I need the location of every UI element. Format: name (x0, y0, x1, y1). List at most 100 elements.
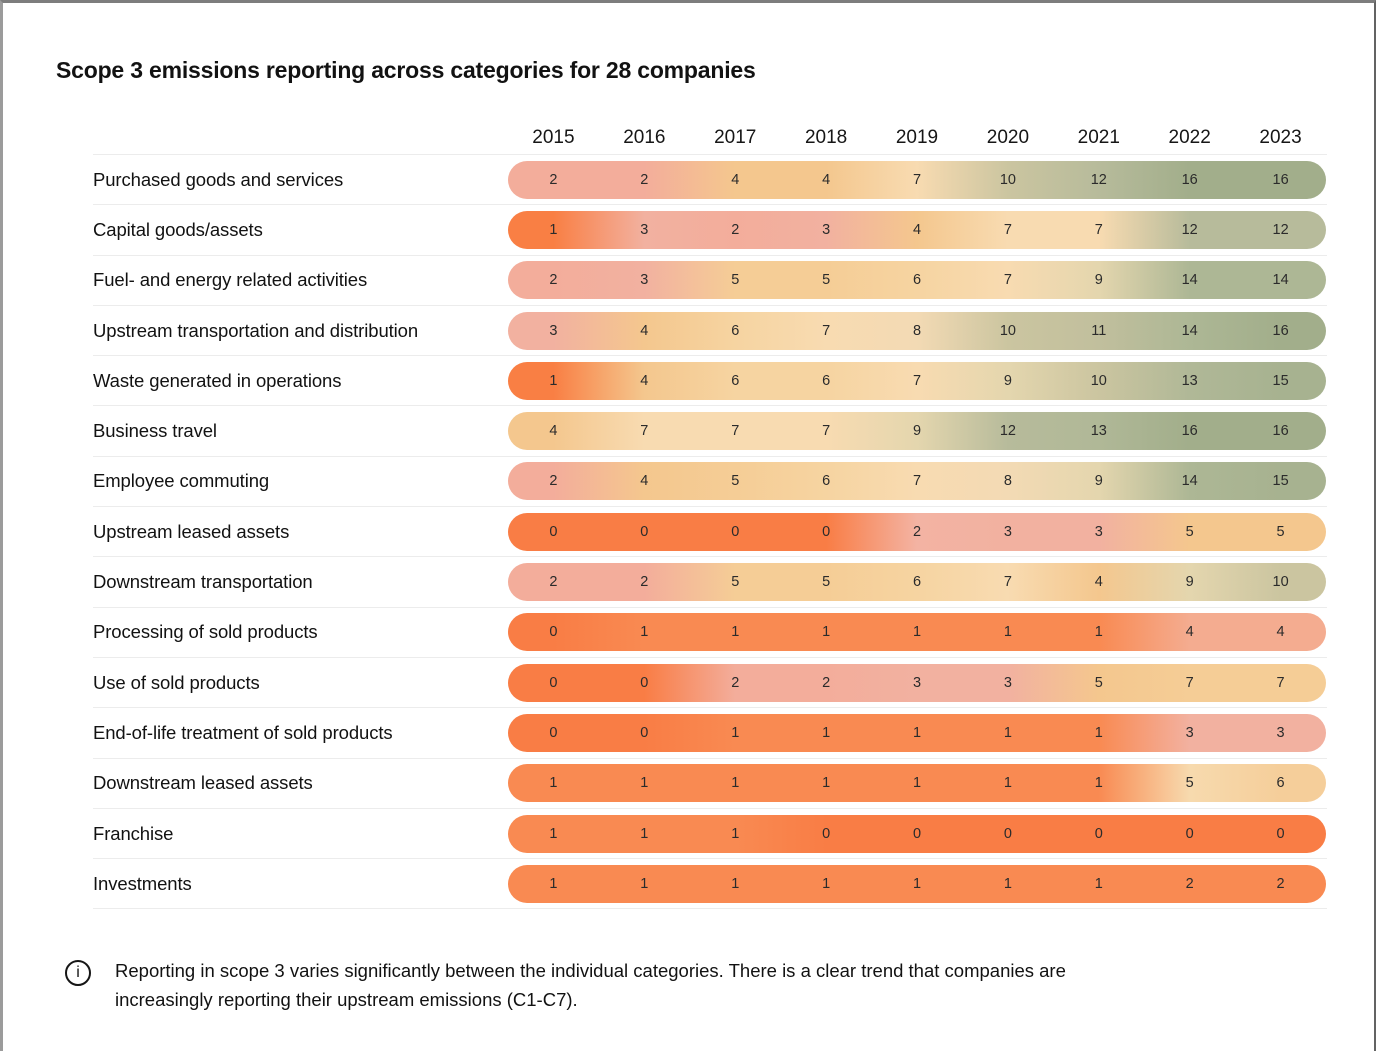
table-row: Business travel 4 7 7 7 9 12 13 16 16 (93, 405, 1327, 455)
page-title: Scope 3 emissions reporting across categ… (56, 57, 756, 83)
cell-value: 0 (640, 523, 649, 540)
cell-value: 7 (1003, 574, 1012, 591)
cell-value: 7 (1276, 674, 1285, 691)
year-label: 2022 (1168, 126, 1211, 148)
table-row: Purchased goods and services 2 2 4 4 7 10 12 16 1… (93, 154, 1327, 204)
table-row: Waste generated in operations 1 4 6 6 7 9 10 13 1… (93, 355, 1327, 405)
cell-value: 16 (1181, 423, 1198, 440)
cell-value: 4 (1094, 574, 1103, 591)
table-row: Downstream leased assets 1 1 1 1 1 1 1 5 6 (93, 757, 1327, 808)
cell-value: 1 (549, 825, 558, 842)
cell-value: 3 (640, 221, 649, 238)
cell-value: 2 (731, 674, 740, 691)
cell-value: 4 (822, 171, 831, 188)
year-label: 2019 (895, 126, 939, 148)
heatmap-pill: 2 2 4 4 7 10 12 16 16 (508, 160, 1326, 199)
table-row: Processing of sold products 0 1 1 1 1 1 1 4 4 (93, 606, 1327, 657)
cell-value: 6 (822, 473, 831, 490)
cell-value: 1 (640, 775, 649, 792)
heatmap-rows: Purchased goods and services 2 2 4 4 7 10 12 16 1… (93, 154, 1327, 910)
cell-value: 10 (1090, 372, 1107, 389)
cell-value: 0 (549, 624, 558, 641)
cell-value: 16 (1272, 171, 1289, 188)
cell-value: 1 (1094, 724, 1103, 741)
cell-value: 0 (1185, 825, 1194, 842)
heatmap-pill: 4 7 7 7 9 12 13 16 16 (508, 412, 1326, 451)
cell-value: 9 (1003, 372, 1012, 389)
heatmap-pill: 3 4 6 7 8 10 11 14 16 (508, 311, 1326, 350)
table-row: Downstream transportation 2 2 5 5 6 7 4 9 10 (93, 556, 1327, 606)
cell-value: 1 (1094, 775, 1103, 792)
cell-value: 6 (731, 322, 740, 339)
cell-value: 1 (731, 825, 740, 842)
cell-value: 7 (912, 473, 922, 490)
category-label: Downstream leased assets (93, 772, 313, 794)
category-label: Purchased goods and services (93, 168, 344, 190)
cell-value: 4 (1276, 624, 1285, 641)
cell-value: 11 (1091, 322, 1107, 339)
cell-value: 13 (1181, 372, 1198, 389)
cell-value: 7 (640, 423, 649, 440)
cell-value: 5 (822, 574, 831, 591)
cell-value: 1 (822, 775, 831, 792)
category-label: Upstream leased assets (93, 520, 290, 542)
category-label: Capital goods/assets (93, 218, 263, 240)
cell-value: 12 (999, 423, 1016, 440)
heatmap-pill: 1 4 6 6 7 9 10 13 15 (508, 361, 1326, 400)
cell-value: 16 (1181, 171, 1198, 188)
cell-value: 2 (1276, 875, 1285, 892)
cell-value: 1 (1003, 724, 1012, 741)
cell-value: 0 (1003, 825, 1012, 842)
cell-value: 3 (1276, 724, 1285, 741)
cell-value: 0 (549, 523, 558, 540)
table-row: Upstream transportation and distribution… (93, 304, 1327, 355)
year-label: 2023 (1259, 126, 1302, 148)
table-row: Upstream leased assets 0 0 0 0 2 3 3 5 5 (93, 506, 1327, 556)
year-label: 2018 (804, 126, 848, 148)
cell-value: 8 (912, 322, 922, 339)
category-label: Use of sold products (93, 671, 260, 693)
cell-value: 10 (999, 171, 1016, 188)
cell-value: 14 (1272, 272, 1289, 289)
heatmap-pill: 1 1 1 1 1 1 1 2 2 (508, 864, 1326, 903)
cell-value: 14 (1181, 322, 1198, 339)
cell-value: 1 (1003, 775, 1012, 792)
cell-value: 1 (640, 624, 649, 641)
cell-value: 6 (731, 372, 740, 389)
cell-value: 2 (640, 171, 649, 188)
cell-value: 3 (822, 221, 831, 238)
cell-value: 2 (731, 221, 740, 238)
cell-value: 1 (549, 372, 558, 389)
cell-value: 6 (912, 574, 922, 591)
cell-value: 1 (549, 221, 558, 238)
cell-value: 2 (822, 674, 831, 691)
cell-value: 12 (1272, 221, 1289, 238)
table-row: Fuel- and energy related activities 2 3 5 5 6… (93, 254, 1327, 305)
cell-value: 4 (640, 473, 649, 490)
cell-value: 2 (549, 171, 558, 188)
cell-value: 7 (1185, 674, 1194, 691)
cell-value: 7 (1003, 221, 1012, 238)
cell-value: 9 (1185, 574, 1194, 591)
table-row: End-of-life treatment of sold products 0 0… (93, 707, 1327, 757)
cell-value: 1 (731, 724, 740, 741)
cell-value: 1 (731, 624, 740, 641)
info-icon: i (65, 960, 91, 986)
cell-value: 1 (912, 875, 922, 892)
cell-value: 1 (822, 724, 831, 741)
cell-value: 10 (999, 322, 1016, 339)
year-header-row: 2015 2016 2017 2018 2019 2020 2021 2022 2023 (93, 121, 1327, 154)
cell-value: 8 (1003, 473, 1012, 490)
category-label: Upstream transportation and distribution (93, 319, 419, 341)
cell-value: 3 (1094, 523, 1103, 540)
cell-value: 3 (640, 272, 649, 289)
cell-value: 5 (822, 272, 831, 289)
cell-value: 1 (1094, 875, 1103, 892)
cell-value: 0 (1094, 825, 1103, 842)
cell-value: 2 (549, 574, 558, 591)
cell-value: 4 (549, 423, 558, 440)
cell-value: 0 (1276, 825, 1285, 842)
cell-value: 3 (1003, 523, 1012, 540)
category-label: Business travel (93, 420, 217, 442)
cell-value: 1 (822, 624, 831, 641)
